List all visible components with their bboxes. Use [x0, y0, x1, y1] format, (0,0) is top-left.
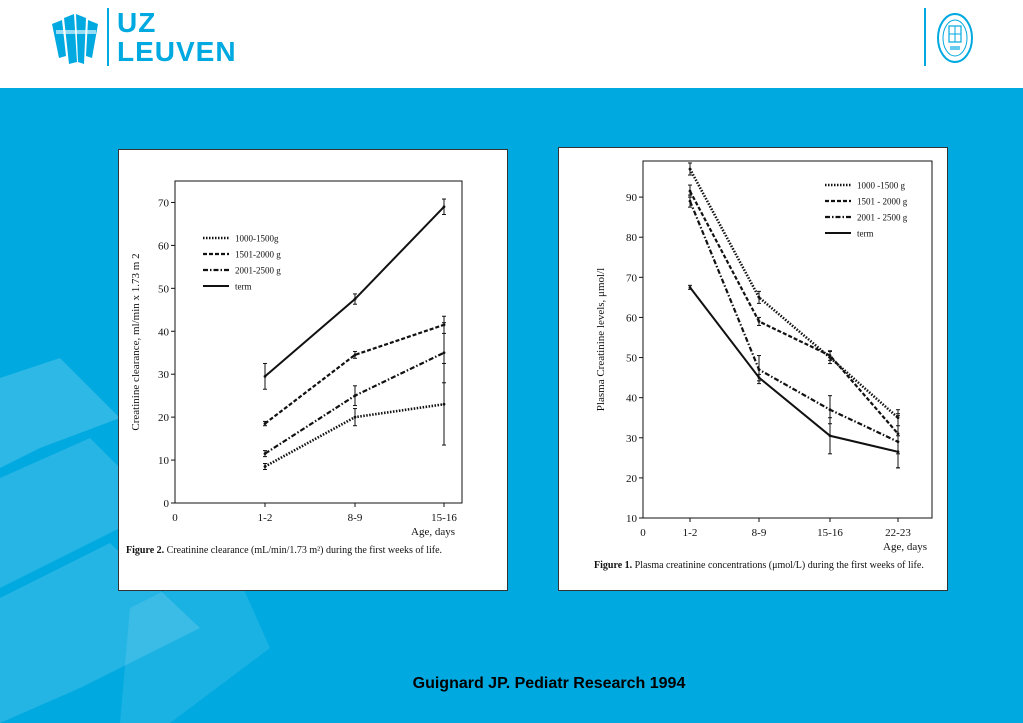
series-line: [264, 206, 445, 378]
plasma-creatinine-chart: 10 20 30 40 50 60 70 80 90 0 1-2 8-9 15-16 22-23 Age, …: [595, 160, 933, 553]
uz-leuven-logo-icon: [52, 14, 98, 64]
y-tick-label: 80: [626, 232, 638, 244]
x-tick-label: 15-16: [817, 527, 843, 539]
seal-divider: [924, 8, 926, 66]
data-point: [757, 368, 761, 371]
y-tick-label: 10: [626, 513, 638, 525]
data-point: [353, 297, 357, 301]
data-point: [828, 408, 832, 412]
x-tick-label: 0: [640, 527, 646, 539]
data-point: [688, 199, 692, 203]
legend-label: 2001-2500 g: [235, 266, 281, 276]
logo-divider: [107, 8, 109, 66]
x-axis-label: Age, days: [883, 541, 927, 553]
y-tick-label: 90: [626, 192, 638, 204]
header-bar: UZ LEUVEN: [0, 0, 1023, 88]
data-point: [353, 353, 357, 357]
data-point: [688, 285, 692, 289]
y-tick-label: 40: [626, 393, 638, 405]
y-tick-label: 0: [164, 498, 170, 510]
figure-2-caption-label: Figure 2.: [126, 545, 165, 556]
data-point: [757, 320, 761, 323]
figure-1-panel: 10 20 30 40 50 60 70 80 90 0 1-2 8-9 15-16 22-23 Age, …: [558, 147, 948, 591]
legend-label: 1501 - 2000 g: [857, 197, 908, 207]
data-point: [442, 351, 446, 355]
data-point: [828, 354, 832, 357]
x-tick-label: 22-23: [885, 527, 911, 539]
plot-frame: [174, 180, 463, 504]
legend-label: 2001 - 2500 g: [857, 213, 908, 223]
data-point: [896, 450, 900, 454]
y-tick-label: 20: [626, 473, 638, 485]
series-line: [688, 200, 899, 443]
logo-text-uz: UZ: [117, 7, 157, 38]
y-tick-label: 70: [158, 197, 170, 209]
series-line: [264, 323, 445, 425]
data-point: [442, 205, 446, 209]
data-point: [688, 189, 692, 193]
x-tick-label: 15-16: [431, 512, 457, 524]
y-tick-label: 50: [626, 353, 638, 365]
legend-label: term: [235, 282, 252, 292]
figure-2-panel: 0 10 20 30 40 50 60 70 0 1-2 8-9 15-16 Age, days Crea…: [118, 149, 508, 591]
y-axis-label: Plasma Creatinine levels, μmol/l: [595, 268, 607, 411]
data-point: [353, 394, 357, 398]
series-line: [688, 168, 899, 419]
x-tick-label: 1-2: [683, 527, 698, 539]
data-point: [263, 452, 267, 456]
x-tick-label: 0: [172, 512, 178, 524]
x-tick-label: 8-9: [348, 512, 363, 524]
creatinine-clearance-chart: 0 10 20 30 40 50 60 70 0 1-2 8-9 15-16 Age, days Crea…: [130, 180, 463, 538]
y-tick-label: 60: [626, 312, 638, 324]
y-tick-label: 40: [158, 326, 170, 338]
y-tick-label: 50: [158, 283, 170, 295]
x-tick-label: 8-9: [752, 527, 767, 539]
series-line: [689, 286, 899, 453]
legend-label: 1501-2000 g: [235, 250, 281, 260]
y-tick-label: 60: [158, 240, 170, 252]
y-tick-label: 70: [626, 272, 638, 284]
data-point: [757, 295, 761, 299]
legend-label: 1000 -1500 g: [857, 181, 905, 191]
x-tick-label: 1-2: [258, 512, 273, 524]
figure-1-caption-text: Plasma creatinine concentrations (μmol/L…: [634, 560, 924, 571]
logo-text-leuven: LEUVEN: [117, 36, 237, 67]
x-axis-label: Age, days: [411, 526, 455, 538]
data-point: [757, 376, 761, 380]
data-point: [263, 422, 267, 425]
data-point: [442, 402, 446, 406]
y-tick-label: 30: [626, 433, 638, 445]
ku-leuven-seal-icon: [937, 13, 973, 63]
data-point: [263, 374, 267, 378]
data-point: [353, 415, 357, 419]
series-line: [689, 190, 899, 435]
figure-1-caption-label: Figure 1.: [594, 560, 633, 571]
legend-label: term: [857, 229, 874, 239]
y-axis-label: Creatinine clearance, ml/min x 1.73 m 2: [130, 253, 142, 430]
legend-label: 1000-1500g: [235, 234, 279, 244]
citation-text: Guignard JP. Pediatr Research 1994: [412, 675, 686, 692]
figure-2-caption: Figure 2. Creatinine clearance (mL/min/1…: [126, 545, 471, 557]
plot-frame: [642, 160, 933, 519]
y-tick-label: 20: [158, 412, 170, 424]
y-tick-label: 30: [158, 369, 170, 381]
y-tick-label: 10: [158, 455, 170, 467]
figure-2-caption-text: Creatinine clearance (mL/min/1.73 m²) du…: [166, 545, 443, 556]
data-point: [688, 167, 692, 171]
data-point: [263, 465, 267, 468]
figure-1-caption: Figure 1. Plasma creatinine concentratio…: [594, 560, 936, 572]
data-point: [828, 434, 832, 438]
